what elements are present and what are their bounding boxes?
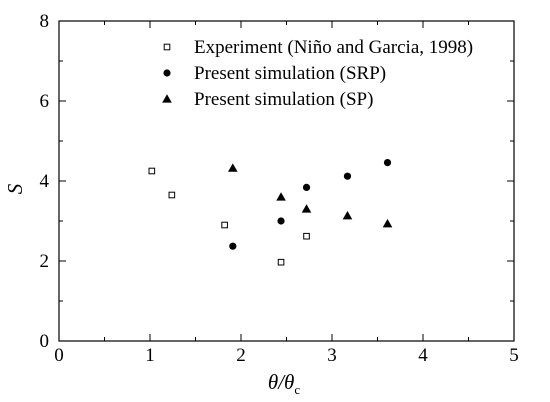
data-point-series-1	[303, 232, 310, 240]
x-axis-label-main: θ/θ	[268, 370, 294, 394]
data-point-series-1	[168, 191, 176, 199]
legend-marker-1	[163, 43, 171, 51]
y-tick-label: 0	[40, 331, 50, 352]
legend-marker-2	[163, 69, 171, 77]
data-point-series-3	[276, 192, 286, 201]
x-tick-label: 1	[145, 345, 155, 366]
data-point-series-2	[383, 159, 392, 167]
legend-label-1: Experiment (Niño and Garcia, 1998)	[194, 37, 473, 58]
data-point-series-1	[148, 167, 156, 175]
legend-marker-3	[162, 94, 172, 103]
data-point-series-1	[277, 258, 285, 266]
data-point-series-3	[301, 204, 312, 213]
y-tick-label: 6	[40, 91, 50, 112]
data-point-series-3	[342, 211, 353, 220]
x-tick-label: 4	[418, 345, 428, 366]
y-axis-label: S	[3, 183, 27, 194]
x-axis-label: θ/θc	[268, 370, 300, 397]
y-tick-label: 2	[40, 251, 50, 272]
x-tick-label: 0	[54, 345, 64, 366]
data-point-series-2	[302, 183, 311, 191]
x-tick-label: 3	[327, 345, 337, 366]
x-tick-label: 2	[236, 345, 246, 366]
x-tick-label: 5	[509, 345, 519, 366]
y-tick-label: 4	[40, 171, 50, 192]
legend-label-3: Present simulation (SP)	[194, 89, 373, 110]
data-point-series-3	[382, 219, 393, 228]
data-point-series-3	[228, 163, 238, 172]
x-axis-label-subscript: c	[294, 382, 300, 397]
y-tick-label: 8	[40, 11, 50, 32]
data-point-series-2	[229, 242, 237, 250]
data-point-series-2	[277, 217, 285, 225]
legend-label-2: Present simulation (SRP)	[194, 63, 386, 84]
data-point-series-2	[343, 172, 352, 180]
data-point-series-1	[221, 221, 228, 229]
